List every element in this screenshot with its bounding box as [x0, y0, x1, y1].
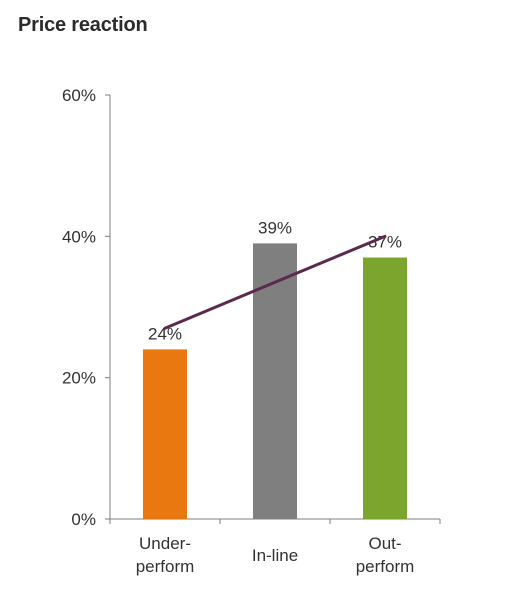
bar [363, 257, 407, 519]
bar-value-label: 37% [368, 233, 402, 252]
bar [143, 349, 187, 519]
y-tick-label: 40% [62, 227, 96, 246]
x-category-label: In-line [252, 546, 298, 565]
y-tick-label: 0% [71, 510, 96, 529]
bar-value-label: 39% [258, 218, 292, 237]
y-tick-label: 60% [62, 86, 96, 105]
trend-line [163, 234, 387, 330]
x-category-label: Out-perform [356, 534, 415, 576]
bar [253, 243, 297, 519]
y-tick-label: 20% [62, 369, 96, 388]
chart-title: Price reaction [18, 14, 148, 36]
bar-value-label: 24% [148, 324, 182, 343]
x-category-label: Under-perform [136, 534, 195, 576]
